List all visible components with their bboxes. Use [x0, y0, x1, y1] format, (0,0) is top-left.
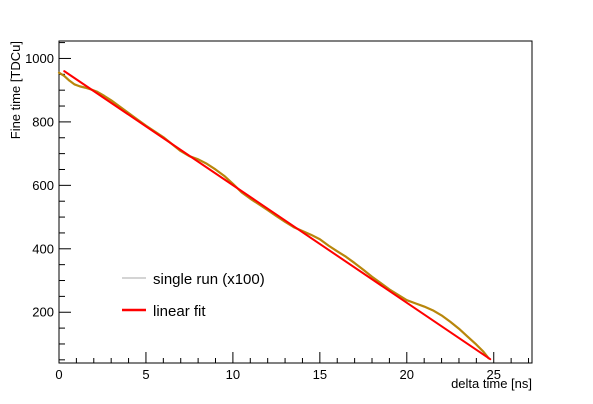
legend: single run (x100) linear fit [122, 271, 265, 320]
x-tick-label: 5 [142, 367, 149, 382]
axis-ticks [58, 42, 530, 363]
y-tick-label: 200 [32, 305, 54, 320]
x-tick-label: 25 [487, 367, 501, 382]
y-tick-label: 600 [32, 178, 54, 193]
y-axis-title: Fine time [TDCu] [8, 41, 23, 139]
legend-label-single-run: single run (x100) [153, 271, 265, 288]
series-line-single-run [57, 71, 490, 360]
y-tick-label: 800 [32, 114, 54, 129]
x-axis-title: delta time [ns] [451, 376, 532, 391]
y-tick-label: 400 [32, 241, 54, 256]
tick-labels: 0 5 10 15 20 25 200 400 600 800 1000 [25, 51, 501, 382]
x-tick-label: 10 [226, 367, 240, 382]
legend-label-linear-fit: linear fit [153, 303, 206, 320]
series-line-linear-fit [63, 70, 492, 361]
series-lines [57, 70, 492, 361]
y-tick-label: 1000 [25, 51, 54, 66]
x-tick-label: 15 [313, 367, 327, 382]
plot-frame [58, 40, 533, 364]
x-tick-label: 20 [400, 367, 414, 382]
x-tick-label: 0 [55, 367, 62, 382]
